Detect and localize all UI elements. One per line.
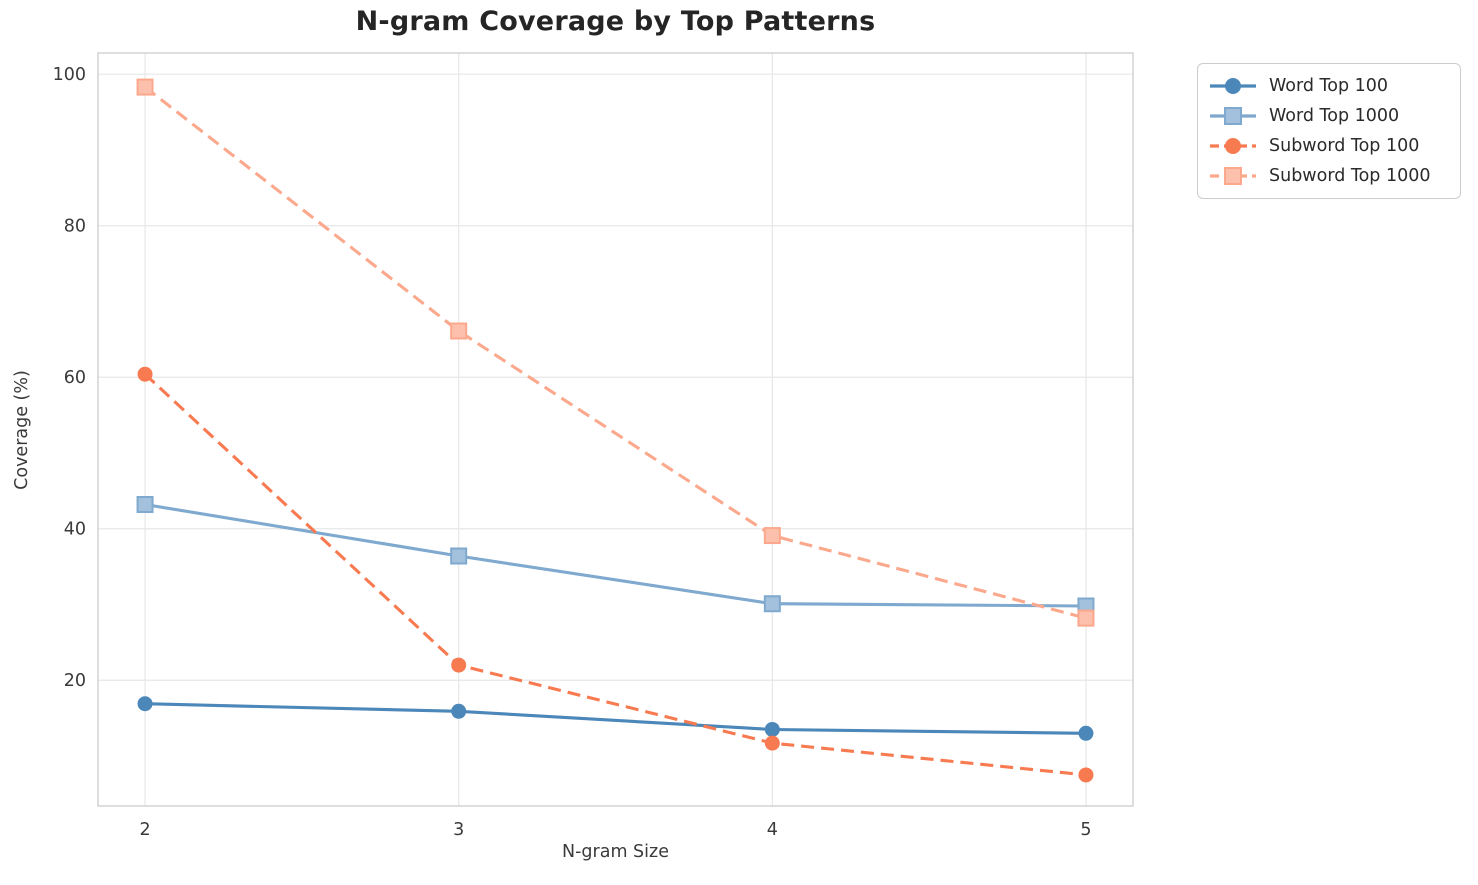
data-point-marker xyxy=(137,366,153,382)
y-tick-label: 100 xyxy=(53,65,86,85)
data-point-marker xyxy=(136,78,154,96)
legend-item: Subword Top 1000 xyxy=(1209,165,1444,187)
data-point-marker xyxy=(763,527,781,545)
y-tick-label: 20 xyxy=(64,671,86,691)
data-point-marker xyxy=(450,322,468,340)
x-axis-label: N-gram Size xyxy=(562,842,669,862)
legend-item-label: Word Top 100 xyxy=(1269,76,1389,96)
x-tick-label: 5 xyxy=(1080,820,1091,840)
legend-square-marker-icon xyxy=(1224,107,1242,125)
x-tick-label: 2 xyxy=(139,820,150,840)
x-tick-label: 4 xyxy=(767,820,778,840)
data-point-marker xyxy=(136,495,154,513)
series-line xyxy=(145,702,1086,735)
axes-spines xyxy=(97,52,1134,807)
legend: Word Top 100 Word Top 1000 Subword Top 100… xyxy=(1197,63,1461,199)
legend-square-marker-icon xyxy=(1224,167,1242,185)
data-point-marker xyxy=(451,703,467,719)
data-point-marker xyxy=(1077,609,1095,627)
series-line xyxy=(143,373,1087,777)
x-tick-label: 3 xyxy=(453,820,464,840)
y-tick-label: 40 xyxy=(64,520,86,540)
legend-circle-marker-icon xyxy=(1225,78,1241,94)
legend-sample-line xyxy=(1210,167,1256,185)
data-point-marker xyxy=(137,696,153,712)
series-line xyxy=(144,502,1086,608)
data-point-marker xyxy=(1078,725,1094,741)
legend-item: Subword Top 100 xyxy=(1209,135,1444,157)
data-point-marker xyxy=(763,595,781,613)
legend-sample-line xyxy=(1210,107,1256,125)
legend-item: Word Top 1000 xyxy=(1209,105,1444,127)
legend-circle-marker-icon xyxy=(1225,138,1241,154)
y-axis-label: Coverage (%) xyxy=(12,370,32,490)
data-point-marker xyxy=(764,735,780,751)
legend-item-label: Subword Top 1000 xyxy=(1269,166,1431,186)
series-line xyxy=(144,85,1087,620)
chart-title: N-gram Coverage by Top Patterns xyxy=(355,6,876,37)
data-point-marker xyxy=(450,547,468,565)
legend-sample-line xyxy=(1210,138,1256,154)
data-point-marker xyxy=(451,657,467,673)
y-tick-label: 80 xyxy=(64,217,86,237)
legend-item-label: Subword Top 100 xyxy=(1269,136,1420,156)
legend-sample-line xyxy=(1210,78,1256,94)
legend-item: Word Top 100 xyxy=(1209,75,1444,97)
data-point-marker xyxy=(1078,767,1094,783)
y-tick-label: 60 xyxy=(64,368,86,388)
data-point-marker xyxy=(764,721,780,737)
plot-background xyxy=(98,53,1133,806)
legend-item-label: Word Top 1000 xyxy=(1269,106,1400,126)
